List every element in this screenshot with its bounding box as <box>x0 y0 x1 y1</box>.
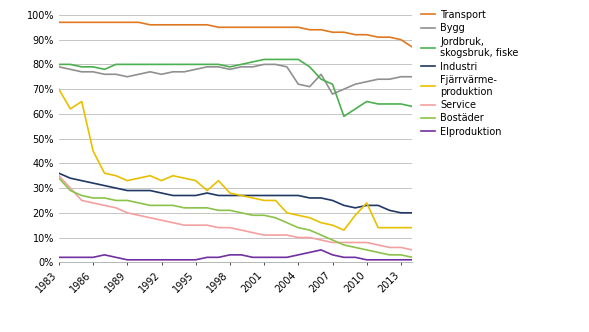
Legend: Transport, Bygg, Jordbruk,
skogsbruk, fiske, Industri, Fjärrvärme-
produktion, S: Transport, Bygg, Jordbruk, skogsbruk, fi… <box>421 10 518 137</box>
